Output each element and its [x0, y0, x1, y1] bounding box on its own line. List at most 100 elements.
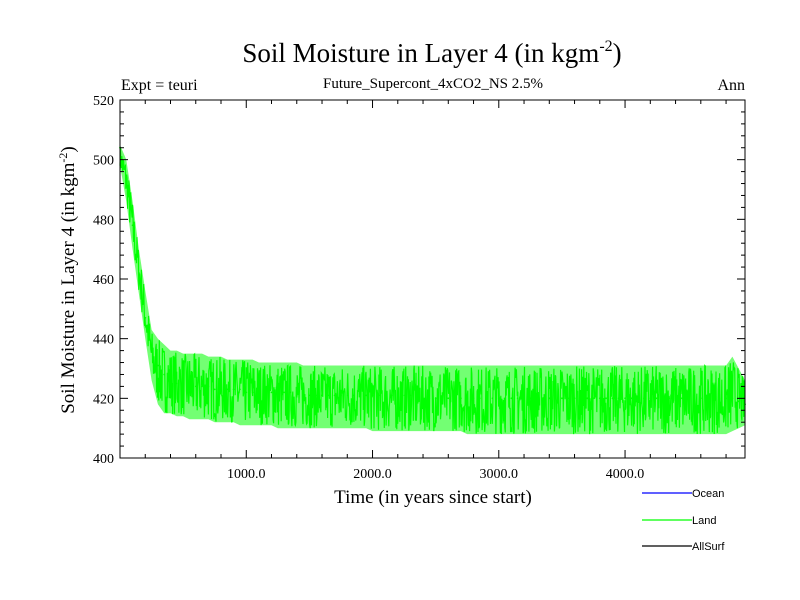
svg-text:Soil Moisture in Layer 4 (in k: Soil Moisture in Layer 4 (in kgm-2) [242, 38, 621, 68]
land-data-point [586, 397, 589, 400]
land-data-point [201, 385, 204, 388]
land-data-point [390, 394, 393, 397]
land-data-point [346, 394, 349, 397]
land-data-point [384, 394, 387, 397]
chart-title-close: ) [613, 38, 622, 68]
land-data-point [289, 391, 292, 394]
chart-title: Soil Moisture in Layer 4 (in kgm-2) [242, 38, 621, 68]
land-data-point [308, 394, 311, 397]
land-data-point [175, 382, 178, 385]
land-data-point [523, 397, 525, 400]
land-data-point [188, 385, 191, 388]
land-data-point [258, 391, 260, 394]
y-axis-label: Soil Moisture in Layer 4 (in kgm-2) [56, 146, 79, 414]
y-tick-label: 460 [93, 273, 114, 288]
axis-ticks: 400 420 440 460 480 500 520 1000.0 2000.0 3000.0 4… [93, 94, 745, 482]
land-data-point [554, 397, 557, 400]
land-data-point [434, 397, 437, 400]
land-data-point [194, 385, 197, 388]
land-data-point [611, 397, 614, 400]
land-data-point [207, 385, 210, 388]
land-data-point [396, 394, 399, 397]
land-data-point [163, 373, 166, 376]
land-data-point [460, 397, 462, 400]
land-data-point [371, 394, 374, 397]
y-axis-label-close: ) [58, 146, 79, 152]
land-data-point [712, 397, 715, 400]
land-data-point [491, 397, 494, 400]
legend-item-land: Land [642, 515, 716, 527]
land-data-point [466, 397, 469, 400]
svg-text:Soil Moisture in Layer 4 (in k: Soil Moisture in Layer 4 (in kgm-2) [56, 146, 79, 414]
land-data-point [182, 382, 185, 385]
land-data-point [598, 397, 601, 400]
land-data-point [283, 391, 285, 394]
land-data-point [415, 394, 418, 397]
chart-subtitle: Future_Supercont_4xCO2_NS 2.5% [323, 76, 543, 92]
land-data-point [377, 394, 380, 397]
land-data-point [441, 397, 443, 400]
x-tick-label: 4000.0 [606, 467, 645, 482]
experiment-label: Expt = teuri [121, 77, 198, 94]
x-axis-label: Time (in years since start) [334, 487, 532, 508]
land-data-point [409, 394, 412, 397]
land-data-point [693, 397, 696, 400]
land-data-point [276, 391, 279, 394]
y-tick-label: 400 [93, 452, 114, 467]
land-data-point [340, 394, 342, 397]
land-data-point [428, 397, 431, 400]
land-data-point [245, 391, 248, 394]
land-data-point [580, 397, 582, 400]
y-tick-label: 480 [93, 213, 114, 228]
plot-area [119, 99, 746, 459]
land-data-point [125, 179, 128, 182]
land-data-point [567, 397, 570, 400]
legend-item-ocean: Ocean [642, 488, 724, 500]
land-data-point [226, 388, 229, 391]
land-data-point [327, 394, 330, 397]
land-data-point [314, 394, 317, 397]
land-data-point [169, 379, 172, 382]
land-data-point [144, 316, 147, 319]
land-data-point [352, 394, 355, 397]
land-data-point [150, 349, 153, 352]
land-data-point [573, 397, 576, 400]
land-data-point [157, 364, 159, 367]
season-label: Ann [717, 77, 745, 94]
land-data-point [302, 394, 304, 397]
land-data-point [295, 394, 298, 397]
land-data-point [605, 397, 607, 400]
land-data-point [504, 397, 506, 400]
land-data-point [453, 397, 456, 400]
land-data-point [649, 397, 652, 400]
land-data-point [718, 397, 721, 400]
legend-label: Ocean [692, 488, 724, 500]
land-data-point [630, 397, 633, 400]
y-axis-label-text: Soil Moisture in Layer 4 (in kgm [58, 162, 79, 413]
y-tick-label: 440 [93, 333, 114, 348]
land-data-point [731, 397, 734, 400]
land-data-point [699, 397, 702, 400]
land-data-point [674, 397, 677, 400]
land-data-point [681, 397, 683, 400]
land-data-point [662, 397, 664, 400]
land-data-point [687, 397, 690, 400]
land-data-point [131, 224, 134, 227]
land-data-point [617, 397, 620, 400]
land-data-point [422, 397, 424, 400]
land-data-point [548, 397, 551, 400]
land-data-point [447, 397, 450, 400]
land-data-point [321, 394, 323, 397]
legend-label: AllSurf [692, 541, 725, 553]
y-tick-label: 500 [93, 154, 114, 169]
land-data-point [478, 397, 481, 400]
y-tick-label: 420 [93, 392, 114, 407]
land-data-point [138, 272, 140, 274]
land-data-point [529, 397, 532, 400]
land-data-point [592, 397, 595, 400]
chart-title-superscript: -2 [599, 38, 612, 55]
land-data-point [737, 400, 740, 403]
legend: Ocean Land AllSurf [642, 488, 725, 553]
land-data-point [561, 397, 563, 400]
land-data-point [535, 397, 538, 400]
